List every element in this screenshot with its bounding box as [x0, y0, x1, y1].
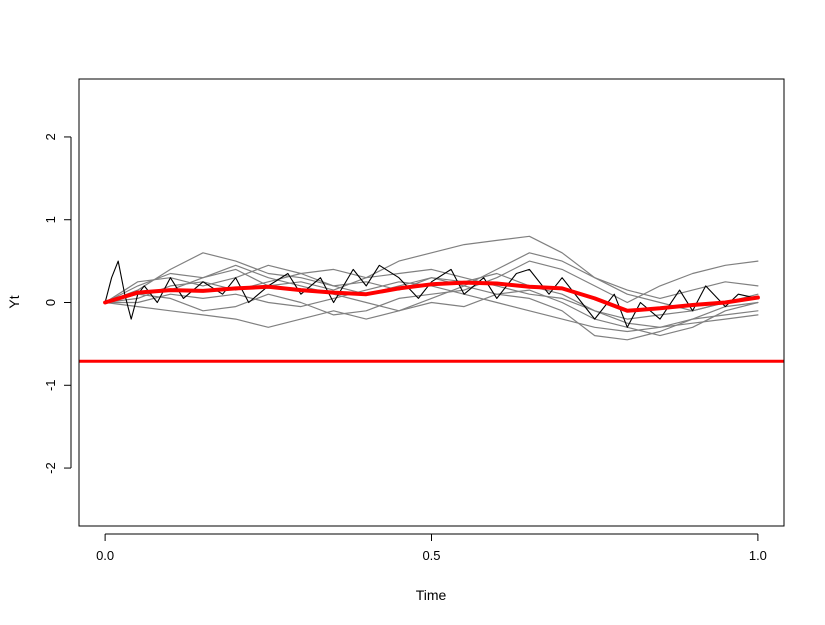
sample-path-line-1 [104, 235, 759, 312]
sample-path-line-6 [104, 264, 759, 328]
x-tick-label: 0.0 [96, 548, 114, 563]
y-tick-label: -1 [43, 379, 58, 391]
mean-path-line [103, 280, 760, 313]
axes: 0.0 0.5 1.0 -2 -1 0 1 2 [43, 133, 767, 563]
x-axis-title: Time [416, 587, 447, 603]
y-axis-title: Yt [6, 295, 22, 308]
plot-frame [78, 78, 785, 527]
y-tick-label: -2 [43, 462, 58, 474]
sample-path-line-3 [104, 293, 759, 341]
y-tick-label: 2 [43, 133, 58, 140]
sample-path-line-5 [104, 268, 759, 320]
y-tick-label: 1 [43, 216, 58, 223]
y-tick-label: 0 [43, 299, 58, 306]
plot-area [79, 235, 784, 363]
sample-path-line-4 [104, 260, 759, 316]
sample-path-line-7 [104, 252, 759, 312]
x-tick-label: 0.5 [422, 548, 440, 563]
x-tick-label: 1.0 [749, 548, 767, 563]
